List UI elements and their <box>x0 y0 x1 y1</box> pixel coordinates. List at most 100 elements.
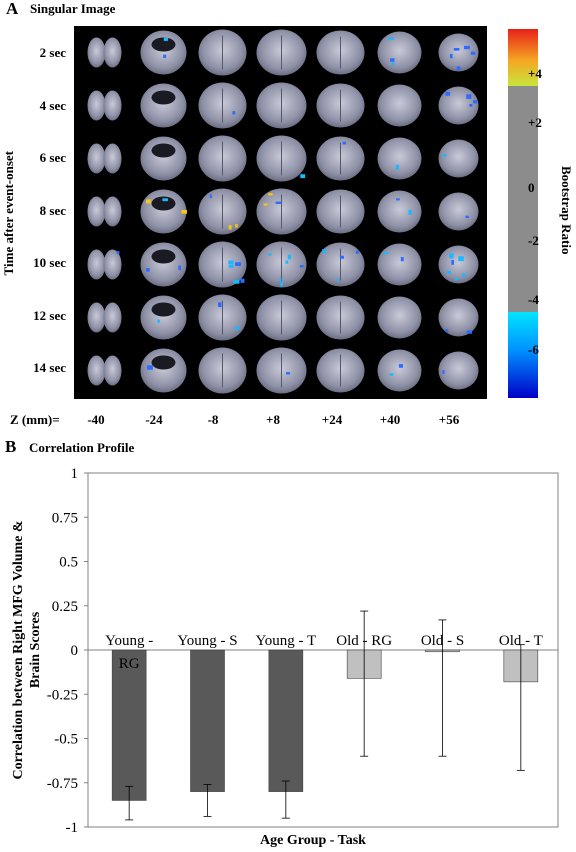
activation-blob <box>466 330 473 334</box>
activation-blob <box>178 265 181 271</box>
activation-blob <box>322 249 327 253</box>
activation-blob <box>157 319 160 323</box>
row-label: 6 sec <box>39 150 66 165</box>
brain-slice <box>140 136 187 181</box>
activation-blob <box>300 174 306 179</box>
brain-slice <box>377 296 422 339</box>
brain-slice <box>377 349 422 392</box>
activation-blob <box>446 270 452 274</box>
activation-blob <box>445 329 449 333</box>
activation-blob <box>451 260 454 265</box>
z-label: -24 <box>145 412 163 427</box>
colorbar-tick: +4 <box>528 66 542 81</box>
z-label: -40 <box>87 412 105 427</box>
brain-slice <box>103 302 122 333</box>
brain-slice <box>87 249 106 280</box>
activation-blob <box>163 37 169 41</box>
activation-blob <box>263 203 268 206</box>
brain-slice <box>377 243 422 286</box>
brain-slice-shadow <box>151 90 176 105</box>
activation-blob <box>473 100 478 104</box>
z-label: -8 <box>207 412 219 427</box>
activation-blob <box>285 260 289 264</box>
activation-blob <box>442 154 447 157</box>
z-label: +40 <box>379 412 401 427</box>
activation-blob <box>456 66 461 71</box>
brain-slice <box>103 249 122 280</box>
activation-blob <box>470 51 476 55</box>
colorbar-negative <box>508 312 538 398</box>
activation-blob <box>240 278 245 283</box>
row-label: 10 sec <box>33 255 66 270</box>
activation-blob <box>286 371 290 375</box>
brain-slice <box>377 31 422 74</box>
activation-blob <box>268 193 273 196</box>
brain-slice <box>103 196 122 227</box>
brain-slice <box>103 355 122 386</box>
panel-a-title: Singular Image <box>30 1 116 16</box>
brain-slice <box>438 86 479 125</box>
row-label: 4 sec <box>39 97 66 113</box>
y-tick-label: 0.75 <box>52 510 78 526</box>
activation-blob <box>388 37 394 40</box>
activation-blob <box>469 104 473 107</box>
bar <box>268 649 304 792</box>
activation-blob <box>233 279 240 284</box>
activation-blob <box>218 302 222 308</box>
activation-blob <box>146 365 153 370</box>
brain-slice-shadow <box>151 196 176 211</box>
brain-slice <box>103 143 122 174</box>
z-label: +8 <box>266 412 280 427</box>
colorbar-tick: 0 <box>528 180 535 195</box>
z-label: +24 <box>321 412 343 427</box>
activation-blob <box>181 209 188 214</box>
colorbar-tick: -6 <box>528 342 539 357</box>
brain-slice <box>438 245 479 284</box>
row-label: 8 sec <box>39 202 66 218</box>
activation-blob <box>287 254 292 260</box>
brain-slice <box>140 295 187 340</box>
brain-slice <box>438 192 479 231</box>
brain-slice <box>377 190 422 233</box>
brain-slice <box>438 33 479 72</box>
activation-blob <box>146 268 150 272</box>
activation-blob <box>162 198 168 202</box>
brain-slice-shadow <box>151 249 176 264</box>
z-axis-prefix: Z (mm)= <box>10 412 60 427</box>
activation-blob <box>268 253 272 256</box>
colorbar-neutral <box>508 86 538 312</box>
y-tick-label: 0.5 <box>59 555 78 571</box>
activation-blob <box>391 61 395 66</box>
activation-blob <box>390 58 395 62</box>
brain-slice-grid <box>74 26 487 399</box>
colorbar <box>508 29 538 398</box>
brain-slice <box>377 84 422 127</box>
activation-blob <box>453 47 460 51</box>
activation-blob <box>395 164 399 170</box>
brain-slice <box>377 137 422 180</box>
activation-blob <box>389 373 394 376</box>
activation-blob <box>449 253 454 259</box>
activation-blob <box>235 224 238 228</box>
activation-blob <box>228 225 232 230</box>
activation-blob <box>408 209 412 215</box>
brain-slice <box>438 298 479 337</box>
bar <box>190 649 225 792</box>
brain-slice <box>87 143 106 174</box>
activation-blob <box>299 265 304 268</box>
brain-slice <box>87 302 106 333</box>
category-label: Young - <box>105 633 153 649</box>
y-axis-label: Brain Scores <box>28 611 43 688</box>
panel-b-letter: B <box>5 437 17 456</box>
panel-a-letter: A <box>6 0 19 18</box>
category-label: Young - T <box>255 633 316 649</box>
activation-blob <box>275 201 281 204</box>
brain-slice <box>140 348 187 393</box>
brain-slice-shadow <box>151 355 176 370</box>
activation-blob <box>463 45 470 50</box>
activation-blob <box>462 273 466 278</box>
brain-slice <box>87 196 106 227</box>
activation-blob <box>235 262 242 266</box>
brain-slice <box>103 90 122 121</box>
y-tick-label: 1 <box>71 466 79 482</box>
